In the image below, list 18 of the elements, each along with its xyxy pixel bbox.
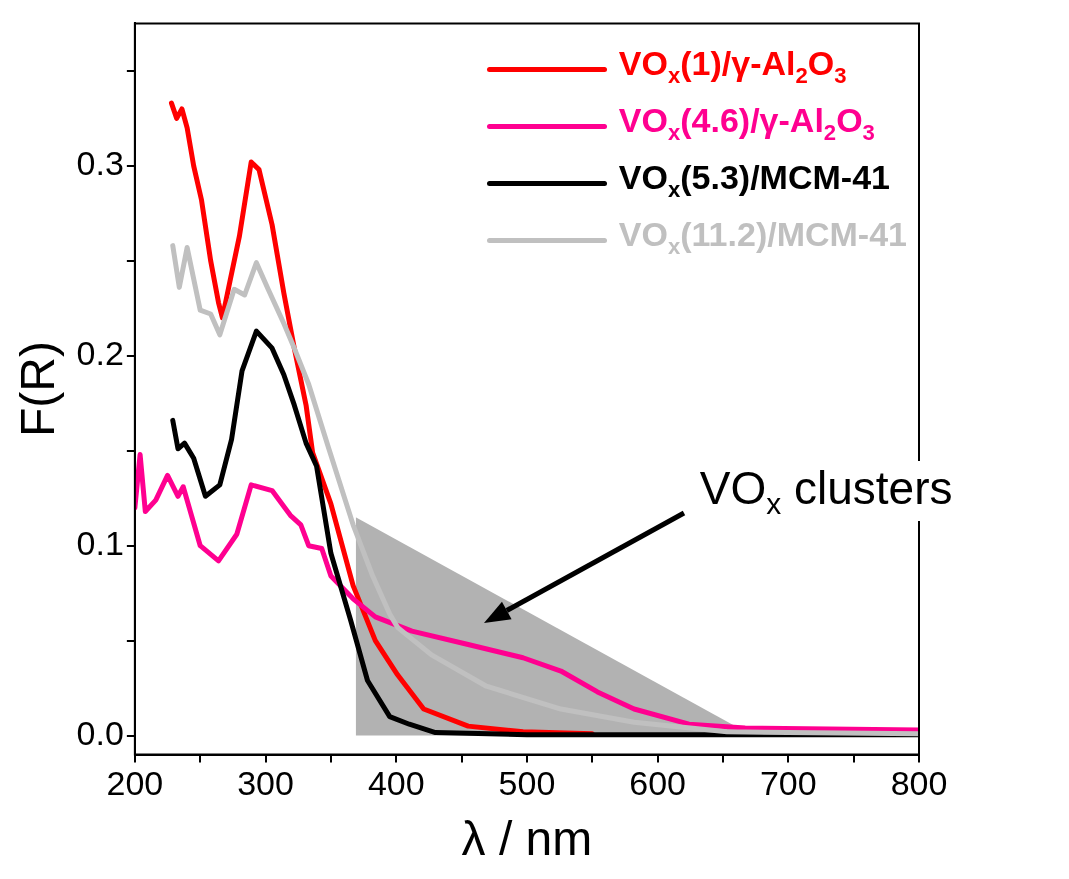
y-tick-label: 0.0 bbox=[76, 713, 124, 752]
y-tick-label: 0.2 bbox=[76, 334, 124, 373]
x-tick-label: 700 bbox=[759, 764, 817, 803]
x-tick-label: 200 bbox=[106, 764, 164, 803]
x-tick-label: 400 bbox=[367, 764, 425, 803]
x-tick-label: 300 bbox=[237, 764, 294, 803]
y-tick-label: 0.3 bbox=[76, 144, 124, 183]
y-tick-label: 0.1 bbox=[76, 524, 124, 563]
x-axis-title: λ / nm bbox=[461, 812, 593, 866]
legend-label: VO$_{x}$(11.2)/MCM-41 bbox=[618, 213, 907, 261]
legend-label: VO$_{x}$(5.3)/MCM-41 bbox=[618, 157, 890, 204]
x-tick-label: 600 bbox=[629, 764, 686, 803]
legend-label: VO$_{x}$(4.6)/γ-Al$_{2}$O$_{3}$ bbox=[618, 100, 875, 147]
x-tick-label: 800 bbox=[890, 764, 948, 803]
y-axis-title: F(R) bbox=[11, 341, 65, 437]
annotation: VO$_{x}$ clusters bbox=[699, 460, 953, 522]
legend-label: VO$_{x}$(1)/γ-Al$_{2}$O$_{3}$ bbox=[618, 43, 847, 91]
x-tick-label: 500 bbox=[498, 764, 556, 803]
